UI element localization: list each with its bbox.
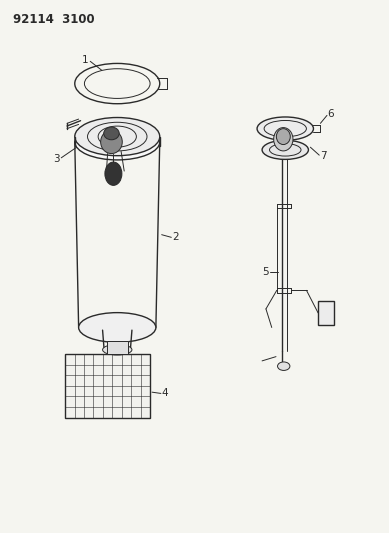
Ellipse shape	[262, 140, 308, 159]
Text: 4: 4	[162, 389, 168, 399]
Ellipse shape	[103, 344, 132, 355]
Text: 2: 2	[172, 232, 179, 243]
Text: 5: 5	[263, 267, 269, 277]
Ellipse shape	[105, 162, 122, 185]
Bar	[318, 301, 334, 325]
Text: 3: 3	[53, 154, 59, 164]
Bar	[107, 341, 128, 354]
Text: 1: 1	[82, 55, 88, 64]
Ellipse shape	[276, 128, 290, 144]
Text: 7: 7	[320, 151, 327, 161]
Ellipse shape	[104, 127, 119, 140]
Ellipse shape	[75, 117, 160, 156]
Ellipse shape	[257, 117, 314, 140]
Ellipse shape	[75, 124, 160, 160]
Ellipse shape	[274, 127, 293, 151]
Text: 92114  3100: 92114 3100	[13, 13, 95, 27]
Ellipse shape	[101, 130, 122, 154]
Bar	[65, 354, 150, 418]
Ellipse shape	[277, 362, 290, 370]
Text: 6: 6	[328, 109, 334, 119]
Ellipse shape	[79, 313, 156, 342]
